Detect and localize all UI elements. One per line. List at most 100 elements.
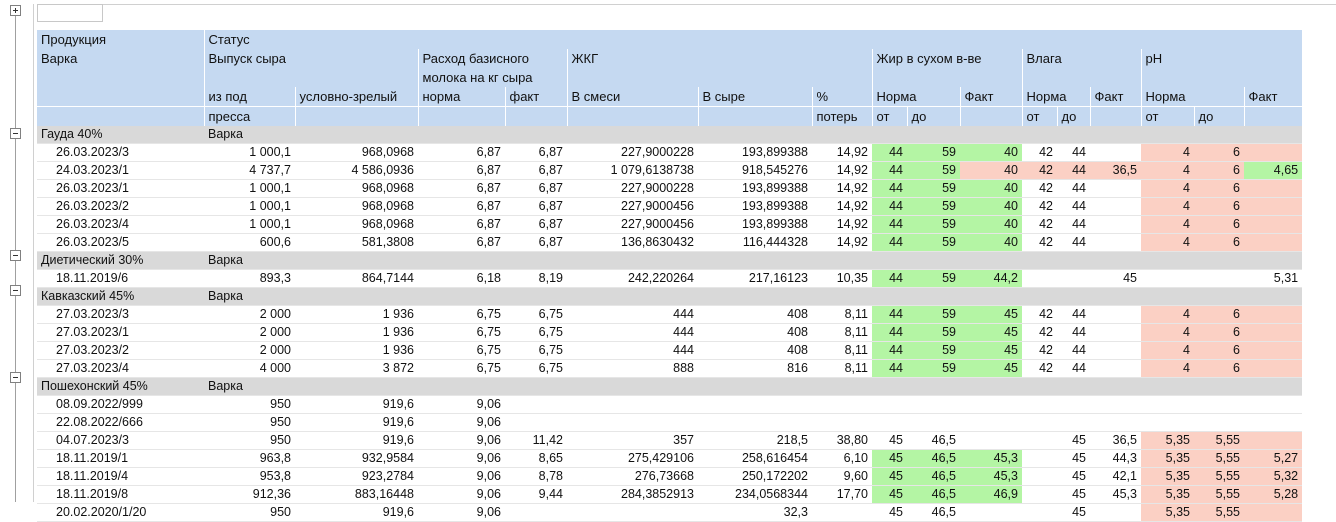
col-conditional-ripe[interactable]: условно-зрелый — [295, 87, 419, 107]
col-fat-norm[interactable]: Норма — [872, 87, 961, 107]
table-row[interactable]: 04.07.2023/3 950 919,6 9,06 11,42 357 218,5 38,… — [37, 431, 1303, 450]
left-border — [33, 4, 34, 502]
col-base-milk[interactable]: Расход базисного — [418, 49, 568, 68]
table-row[interactable]: 27.03.2023/1 2 000 1 936 6,75 6,75 444 408 8,11… — [37, 323, 1303, 342]
table-cell: 59 — [907, 215, 960, 234]
group-row[interactable]: Кавказский 45% Варка — [37, 287, 1303, 306]
table-cell: 9,06 — [418, 431, 505, 450]
table-body: Гауда 40% Варка 26.03.2023/3 1 000,1 968,096… — [37, 126, 1303, 522]
table-cell: 4,65 — [1244, 161, 1303, 180]
table-cell: 42 — [1022, 359, 1057, 378]
table-cell: 44 — [872, 269, 907, 288]
col-cheese-output[interactable]: Выпуск сыра — [204, 49, 419, 68]
table-cell: 40 — [960, 143, 1022, 162]
collapse-group-icon[interactable] — [10, 128, 21, 139]
col-ph-norm[interactable]: Норма — [1141, 87, 1245, 107]
table-cell: 444 — [567, 305, 698, 324]
filter-cell[interactable] — [37, 4, 103, 22]
table-cell — [1022, 269, 1057, 288]
col-pct[interactable]: % — [812, 87, 873, 107]
table-cell — [567, 503, 698, 522]
table-cell: 5,55 — [1194, 449, 1244, 468]
table-cell: 258,616454 — [698, 449, 812, 468]
collapse-group-icon[interactable] — [10, 371, 21, 383]
table-cell: 227,9000228 — [567, 143, 698, 162]
table-cell — [567, 413, 698, 432]
table-cell: 9,60 — [812, 467, 872, 486]
table-row[interactable]: 27.03.2023/4 4 000 3 872 6,75 6,75 888 816 8,11… — [37, 359, 1303, 378]
table-cell — [1022, 431, 1057, 450]
table-row[interactable]: 26.03.2023/3 1 000,1 968,0968 6,87 6,87 227,9… — [37, 143, 1303, 162]
table-row[interactable]: 18.11.2019/6 893,3 864,7144 6,18 8,19 242,220… — [37, 269, 1303, 288]
group-row[interactable]: Гауда 40% Варка — [37, 126, 1303, 144]
table-cell: 44 — [872, 233, 907, 252]
table-cell: 408 — [698, 341, 812, 360]
col-moist-norm[interactable]: Норма — [1022, 87, 1091, 107]
expand-all-icon[interactable] — [10, 5, 21, 16]
col-fat-fact[interactable]: Факт — [960, 87, 1023, 107]
table-cell — [1141, 269, 1194, 288]
col-moist-fact[interactable]: Факт — [1090, 87, 1142, 107]
table-row[interactable]: 27.03.2023/3 2 000 1 936 6,75 6,75 444 408 8,11… — [37, 305, 1303, 324]
col-moisture[interactable]: Влага — [1022, 49, 1142, 68]
table-cell: 42 — [1022, 197, 1057, 216]
group-row[interactable]: Диетический 30% Варка — [37, 251, 1303, 270]
col-batch[interactable]: Варка — [37, 49, 205, 68]
table-cell: 408 — [698, 305, 812, 324]
table-cell — [872, 395, 907, 414]
table-cell — [1194, 269, 1244, 288]
table-cell: 6,87 — [418, 161, 505, 180]
table-row[interactable]: 26.03.2023/2 1 000,1 968,0968 6,87 6,87 227,9… — [37, 197, 1303, 216]
table-cell: 8,78 — [505, 467, 567, 486]
col-zhkg[interactable]: ЖКГ — [567, 49, 873, 68]
table-cell: 45 — [872, 449, 907, 468]
col-milk-fact[interactable]: факт — [505, 87, 568, 107]
table-cell: 42 — [1022, 161, 1057, 180]
col-status[interactable]: Статус — [204, 30, 1303, 49]
table-cell: 444 — [567, 341, 698, 360]
table-cell: 6,87 — [418, 179, 505, 198]
table-row[interactable]: 20.02.2020/1/20 950 919,6 9,06 32,3 45 46,5 45 5… — [37, 503, 1303, 522]
table-cell: 44 — [1057, 161, 1090, 180]
col-in-cheese[interactable]: В сыре — [698, 87, 813, 107]
table-cell: 42 — [1022, 233, 1057, 252]
table-cell — [698, 413, 812, 432]
table-row[interactable]: 18.11.2019/8 912,36 883,16448 9,06 9,44 284,3… — [37, 485, 1303, 504]
table-cell: 6,75 — [418, 323, 505, 342]
col-fat-dry[interactable]: Жир в сухом в-ве — [872, 49, 1023, 68]
table-cell: 45,3 — [960, 467, 1022, 486]
col-production[interactable]: Продукция — [37, 30, 205, 49]
table-cell: 444 — [567, 323, 698, 342]
table-cell: 59 — [907, 197, 960, 216]
col-from-press[interactable]: из под — [204, 87, 296, 107]
group-row[interactable]: Пошехонский 45% Варка — [37, 377, 1303, 396]
col-milk-norm[interactable]: норма — [418, 87, 506, 107]
collapse-group-icon[interactable] — [10, 249, 21, 261]
table-row[interactable]: 26.03.2023/1 1 000,1 968,0968 6,87 6,87 227,9… — [37, 179, 1303, 198]
col-from-press-2: пресса — [204, 106, 296, 126]
table-row[interactable]: 26.03.2023/4 1 000,1 968,0968 6,87 6,87 227,9… — [37, 215, 1303, 234]
table-cell: 6,18 — [418, 269, 505, 288]
table-cell: 9,06 — [418, 395, 505, 414]
table-row[interactable]: 27.03.2023/2 2 000 1 936 6,75 6,75 444 408 8,11… — [37, 341, 1303, 360]
table-row[interactable]: 26.03.2023/5 600,6 581,3808 6,87 6,87 136,863… — [37, 233, 1303, 252]
table-cell: 5,32 — [1244, 467, 1303, 486]
col-ph-fact[interactable]: Факт — [1244, 87, 1303, 107]
table-cell: 59 — [907, 143, 960, 162]
table-cell — [812, 395, 872, 414]
table-cell — [1244, 395, 1303, 414]
table-row[interactable]: 24.03.2023/1 4 737,7 4 586,0936 6,87 6,87 1 0… — [37, 161, 1303, 180]
table-cell: 59 — [907, 269, 960, 288]
table-cell: 27.03.2023/3 — [37, 305, 204, 324]
collapse-group-icon[interactable] — [10, 284, 21, 296]
table-row[interactable]: 18.11.2019/4 953,8 923,2784 9,06 8,78 276,736… — [37, 467, 1303, 486]
col-in-mix[interactable]: В смеси — [567, 87, 699, 107]
table-row[interactable]: 22.08.2022/666 950 919,6 9,06 — [37, 413, 1303, 432]
col-ph[interactable]: pH — [1141, 49, 1303, 68]
table-row[interactable]: 18.11.2019/1 963,8 932,9584 9,06 8,65 275,429… — [37, 449, 1303, 468]
table-cell: 44,3 — [1090, 449, 1141, 468]
table-cell — [960, 413, 1022, 432]
table-cell: 963,8 — [204, 449, 295, 468]
table-cell: 46,5 — [907, 485, 960, 504]
table-row[interactable]: 08.09.2022/999 950 919,6 9,06 — [37, 395, 1303, 414]
